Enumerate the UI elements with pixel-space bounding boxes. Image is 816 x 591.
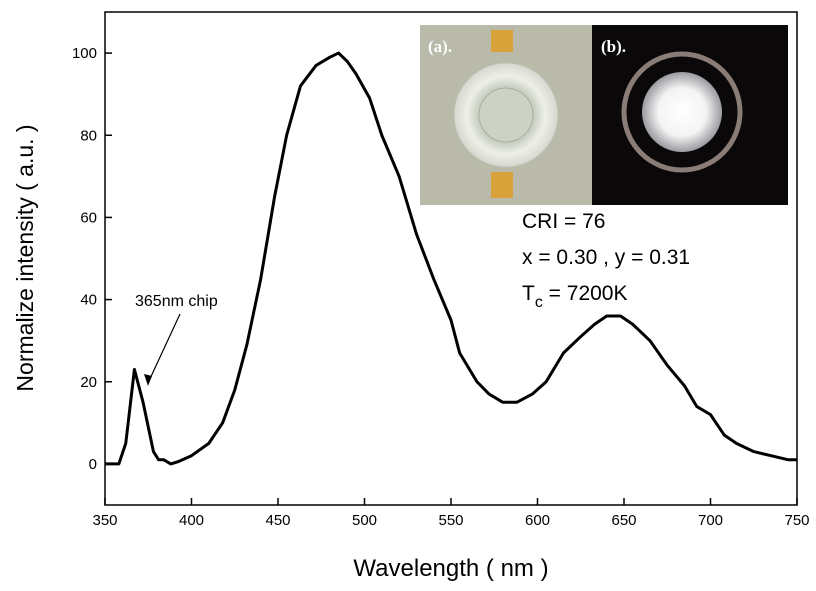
y-tick-label: 40 [80,292,97,309]
x-tick-label: 650 [611,512,636,529]
chip-annotation: 365nm chip [135,293,218,310]
annotation-subscript: c [535,294,543,311]
annotation: x = 0.30 , y = 0.31 [522,246,690,269]
y-tick-label: 60 [80,209,97,226]
x-tick-label: 550 [438,512,463,529]
x-tick-label: 350 [92,512,117,529]
annotation: CRI = 76 [522,210,605,233]
x-axis-title: Wavelength ( nm ) [353,555,548,582]
annotation-arrowhead [144,374,152,386]
annotation-text: = 7200K [543,282,628,305]
x-tick-label: 750 [784,512,809,529]
spectrum-line [105,51,797,466]
y-tick-label: 20 [80,374,97,391]
y-tick-label: 0 [89,456,97,473]
y-tick-label: 100 [72,45,97,62]
photo-a-lens [478,87,534,143]
x-tick-label: 450 [265,512,290,529]
inset-label: (a). [428,37,452,56]
x-tick-label: 700 [698,512,723,529]
inset-label: (b). [601,37,626,56]
annotation: Tc = 7200K [522,282,627,311]
y-axis-title: Normalize intensity ( a.u. ) [12,124,38,391]
photo-b-ring [621,51,743,173]
annotation-arrow [147,313,181,384]
x-tick-label: 400 [179,512,204,529]
photo-a-lead [491,30,513,52]
inset-photos: (a). (b). [420,25,788,205]
photo-a-lead [491,172,513,198]
x-tick-label: 500 [352,512,377,529]
photo-b-glow [642,72,722,152]
x-tick-label: 600 [525,512,550,529]
y-tick-label: 80 [80,127,97,144]
annotation-symbol: T [522,282,535,305]
